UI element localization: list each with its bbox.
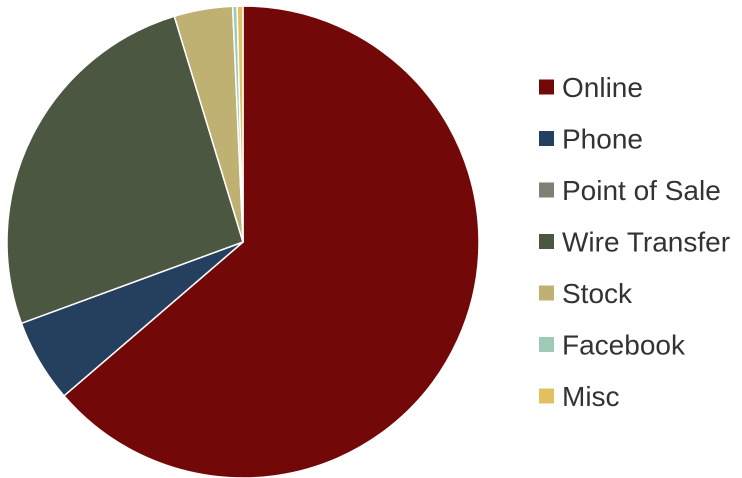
legend-swatch-point-of-sale [539,182,554,198]
legend-label-phone: Phone [562,124,643,155]
legend-label-online: Online [562,72,643,103]
legend-item-online: Online [539,72,643,103]
legend-label-stock: Stock [562,278,633,309]
legend-swatch-online [539,79,554,95]
legend-swatch-misc [539,388,554,404]
legend-label-misc: Misc [562,381,620,412]
legend-label-wire-transfer: Wire Transfer [562,227,730,258]
legend-swatch-phone [539,131,554,146]
pie-slices [6,5,480,478]
legend-swatch-facebook [539,337,554,352]
legend-label-facebook: Facebook [562,330,686,361]
legend-item-facebook: Facebook [539,330,686,361]
pie-slice-online [62,5,480,478]
pie-slice-misc [236,5,244,243]
legend: Online Phone Point of Sale Wire Transfer Sto… [539,72,730,412]
legend-item-stock: Stock [539,278,633,309]
legend-swatch-wire-transfer [539,234,554,249]
legend-item-misc: Misc [539,381,620,412]
legend-item-point-of-sale: Point of Sale [539,175,721,206]
legend-item-phone: Phone [539,124,643,155]
legend-swatch-stock [539,285,554,301]
legend-label-point-of-sale: Point of Sale [562,175,721,206]
pie-slice-wire-transfer [6,15,244,325]
legend-item-wire-transfer: Wire Transfer [539,227,730,258]
